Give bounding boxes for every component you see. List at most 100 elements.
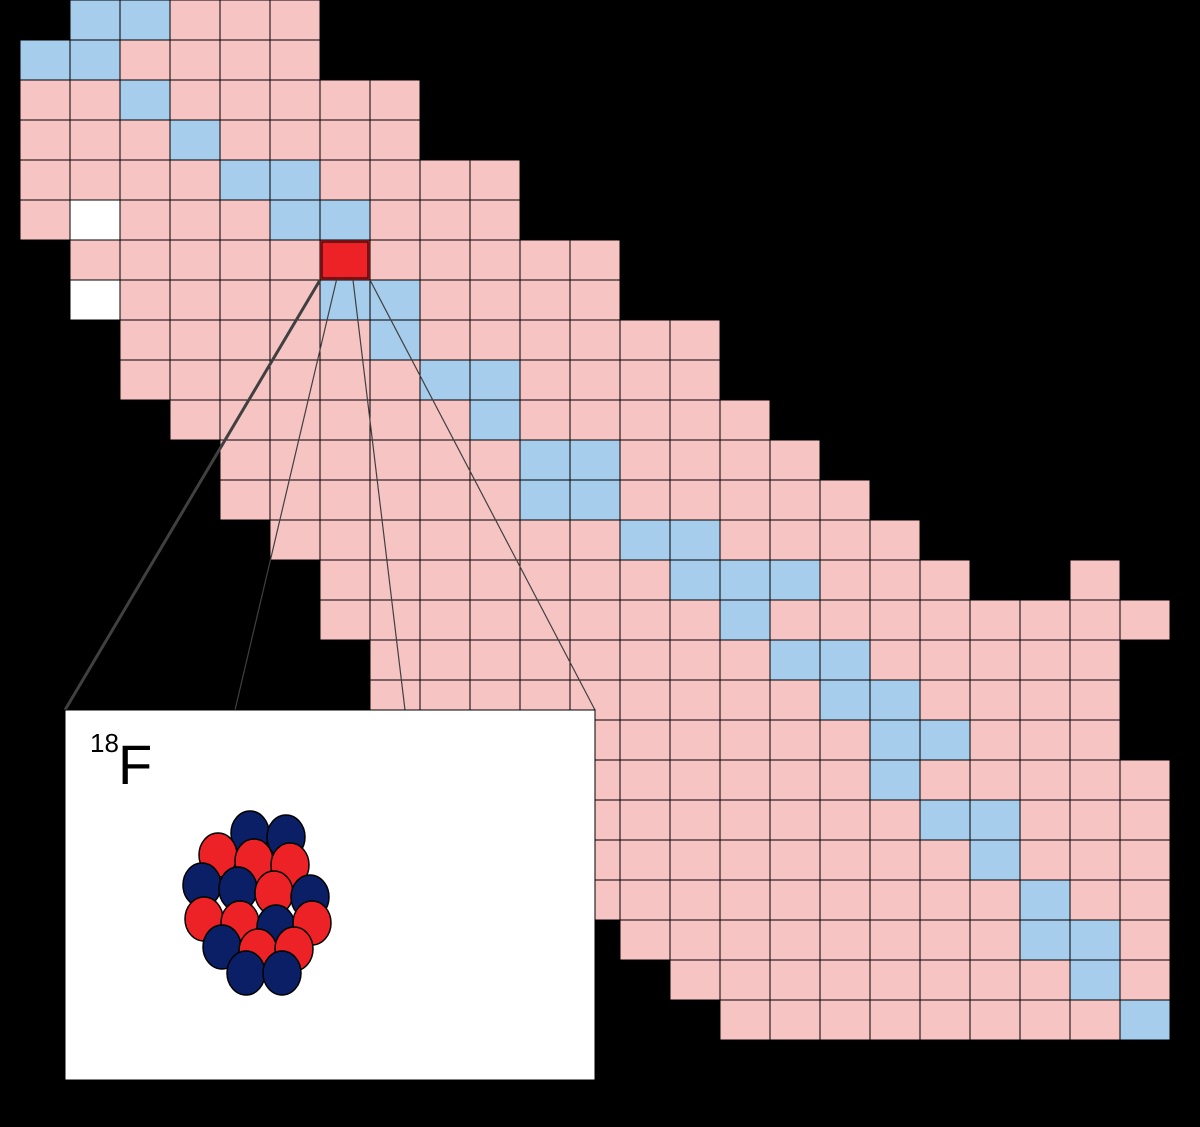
- nuclide-cell: [320, 160, 370, 200]
- nuclide-cell: [820, 840, 870, 880]
- nuclide-cell: [220, 360, 270, 400]
- nuclide-cell: [620, 720, 670, 760]
- nuclide-cell: [20, 80, 70, 120]
- nuclide-cell: [820, 480, 870, 520]
- nuclide-cell: [420, 640, 470, 680]
- nuclide-cell: [120, 80, 170, 120]
- nuclide-cell: [770, 960, 820, 1000]
- nuclide-cell: [670, 360, 720, 400]
- nuclide-cell: [1070, 920, 1120, 960]
- nuclide-cell: [870, 520, 920, 560]
- nuclide-cell: [70, 280, 120, 320]
- nuclide-cell: [670, 760, 720, 800]
- nuclide-cell: [720, 880, 770, 920]
- nuclide-cell: [720, 960, 770, 1000]
- nuclide-cell: [720, 840, 770, 880]
- nuclide-cell: [770, 880, 820, 920]
- nuclide-cell: [20, 40, 70, 80]
- nuclide-cell: [820, 640, 870, 680]
- nuclide-cell: [520, 600, 570, 640]
- nuclide-cell: [620, 400, 670, 440]
- nuclide-cell: [370, 360, 420, 400]
- nuclide-cell: [620, 480, 670, 520]
- nuclide-cell: [220, 120, 270, 160]
- nuclide-cell: [1020, 680, 1070, 720]
- nuclide-cell: [370, 520, 420, 560]
- nuclide-cell: [720, 600, 770, 640]
- nuclide-cell: [670, 640, 720, 680]
- nuclide-cell: [970, 840, 1020, 880]
- nuclide-cell: [170, 400, 220, 440]
- nuclide-cell: [570, 240, 620, 280]
- nuclide-cell: [1070, 760, 1120, 800]
- nuclide-cell: [320, 560, 370, 600]
- nuclide-cell: [170, 80, 220, 120]
- nuclide-cell: [470, 600, 520, 640]
- nuclide-cell: [720, 440, 770, 480]
- nuclide-cell: [1070, 1000, 1120, 1040]
- neutron: [263, 951, 301, 995]
- nuclide-cell: [1070, 840, 1120, 880]
- nuclide-cell: [420, 160, 470, 200]
- nuclide-cell: [1120, 880, 1170, 920]
- nuclide-cell: [670, 880, 720, 920]
- nuclide-cell: [520, 280, 570, 320]
- nuclide-cell: [520, 320, 570, 360]
- nuclide-cell: [1070, 560, 1120, 600]
- nuclide-cell: [220, 480, 270, 520]
- nuclide-cell: [820, 720, 870, 760]
- nuclide-cell: [470, 240, 520, 280]
- nuclide-cell: [670, 840, 720, 880]
- nuclide-cell: [520, 440, 570, 480]
- nuclide-cell: [670, 320, 720, 360]
- nuclide-cell: [970, 760, 1020, 800]
- nuclide-cell: [470, 360, 520, 400]
- nuclide-cell: [920, 1000, 970, 1040]
- nuclide-cell: [320, 80, 370, 120]
- nuclide-cell: [370, 120, 420, 160]
- nuclide-cell: [120, 120, 170, 160]
- nuclide-cell: [770, 600, 820, 640]
- nuclide-cell: [1070, 880, 1120, 920]
- nuclide-cell: [470, 320, 520, 360]
- nuclide-cell: [570, 560, 620, 600]
- nuclide-cell: [470, 440, 520, 480]
- nuclide-cell: [770, 520, 820, 560]
- nuclide-cell: [170, 120, 220, 160]
- nuclide-cell: [270, 0, 320, 40]
- nuclide-cell: [670, 720, 720, 760]
- nuclide-cell: [320, 200, 370, 240]
- nuclide-cell: [1020, 1000, 1070, 1040]
- nuclide-cell: [720, 800, 770, 840]
- nuclide-cell: [770, 760, 820, 800]
- nuclide-cell: [720, 760, 770, 800]
- highlight-cell: [322, 242, 368, 278]
- nuclide-cell: [120, 0, 170, 40]
- nuclide-cell: [620, 320, 670, 360]
- nuclide-cell: [370, 280, 420, 320]
- nuclide-cell: [620, 800, 670, 840]
- nuclide-cell: [720, 560, 770, 600]
- nuclide-cell: [820, 800, 870, 840]
- nuclide-cell: [970, 600, 1020, 640]
- nuclide-cell: [920, 800, 970, 840]
- nuclide-cell: [70, 80, 120, 120]
- nuclide-cell: [1020, 800, 1070, 840]
- nuclide-cell: [420, 360, 470, 400]
- nuclide-cell: [70, 160, 120, 200]
- nuclide-cell: [1020, 840, 1070, 880]
- nuclide-cell: [370, 440, 420, 480]
- nuclide-cell: [1070, 960, 1120, 1000]
- nuclide-cell: [320, 480, 370, 520]
- nuclide-cell: [320, 120, 370, 160]
- nuclide-cell: [820, 920, 870, 960]
- nuclide-cell: [620, 360, 670, 400]
- nuclide-cell: [570, 520, 620, 560]
- nuclide-cell: [620, 760, 670, 800]
- nuclide-cell: [720, 720, 770, 760]
- nuclide-cell: [370, 80, 420, 120]
- nuclide-cell: [720, 680, 770, 720]
- nuclide-cell: [620, 920, 670, 960]
- nuclide-cell: [520, 640, 570, 680]
- nuclide-cell: [470, 280, 520, 320]
